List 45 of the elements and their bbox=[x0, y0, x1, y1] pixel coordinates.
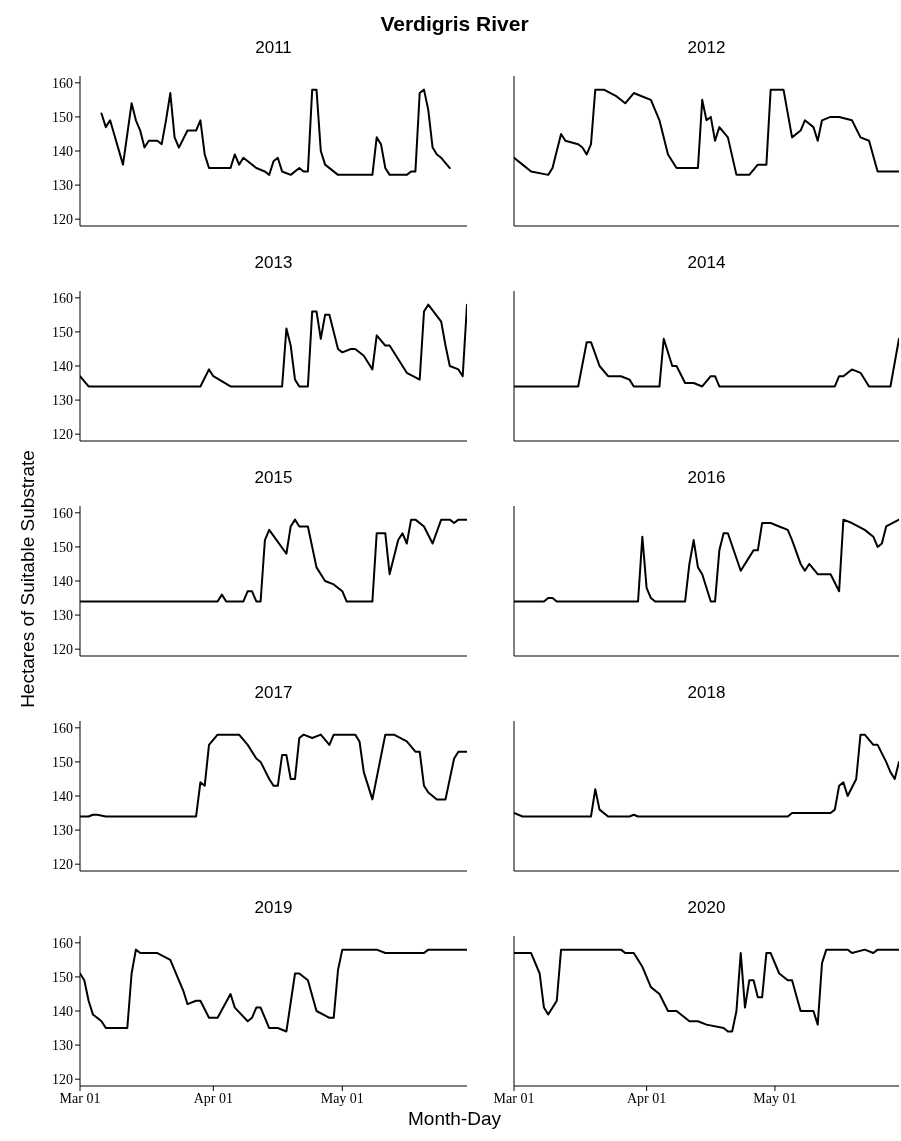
x-tick-label: Apr 01 bbox=[626, 1090, 667, 1106]
y-tick-label: 150 bbox=[52, 324, 73, 340]
y-tick-label: 120 bbox=[52, 212, 73, 228]
text: Verdigris River bbox=[379, 12, 530, 36]
chart-title: 2017 bbox=[253, 683, 294, 703]
y-tick-label: 160 bbox=[52, 720, 73, 736]
y-tick-label: 120 bbox=[52, 857, 73, 873]
y-tick-label: 140 bbox=[52, 358, 73, 374]
y-tick-label: 120 bbox=[52, 642, 73, 658]
chart-title: 2012 bbox=[686, 38, 727, 58]
chart-title: 2014 bbox=[686, 253, 727, 273]
y-tick-label: 130 bbox=[52, 1038, 73, 1054]
y-tick-label: 150 bbox=[52, 539, 73, 555]
y-tick-label: 140 bbox=[52, 573, 73, 589]
y-tick-label: 140 bbox=[52, 788, 73, 804]
y-tick-label: 150 bbox=[52, 754, 73, 770]
y-tick-label: 130 bbox=[52, 393, 73, 409]
x-tick-label: May 01 bbox=[320, 1090, 364, 1106]
y-tick-label: 150 bbox=[52, 969, 73, 985]
chart-title: 2015 bbox=[253, 468, 294, 488]
chart-title: 2016 bbox=[686, 468, 727, 488]
y-tick-label: 130 bbox=[52, 823, 73, 839]
y-tick-label: 140 bbox=[52, 143, 73, 159]
y-tick-label: 160 bbox=[52, 935, 73, 951]
y-tick-label: 130 bbox=[52, 178, 73, 194]
y-tick-label: 130 bbox=[52, 608, 73, 624]
line-series bbox=[100, 88, 451, 176]
y-tick-label: 120 bbox=[52, 427, 73, 443]
chart-title: 2020 bbox=[686, 898, 727, 918]
y-tick-label: 160 bbox=[52, 505, 73, 521]
chart-title: 2011 bbox=[254, 38, 293, 58]
x-tick-label: Apr 01 bbox=[193, 1090, 233, 1106]
x-tick-label: May 01 bbox=[753, 1090, 797, 1106]
x-axis-title: Month-Day bbox=[407, 1108, 502, 1130]
chart-title: 2019 bbox=[253, 898, 294, 918]
y-tick-label: 120 bbox=[52, 1072, 73, 1088]
x-tick-label: Mar 01 bbox=[59, 1090, 101, 1106]
y-tick-label: 160 bbox=[52, 75, 73, 91]
x-tick-label: Mar 01 bbox=[493, 1090, 535, 1106]
y-tick-label: 150 bbox=[52, 109, 73, 125]
y-tick-label: 160 bbox=[52, 290, 73, 306]
chart-title: 2018 bbox=[686, 683, 727, 703]
chart-title: 2013 bbox=[253, 253, 294, 273]
y-tick-label: 140 bbox=[52, 1003, 73, 1019]
y-axis-title: Hectares of Suitable Substrate bbox=[17, 449, 39, 710]
